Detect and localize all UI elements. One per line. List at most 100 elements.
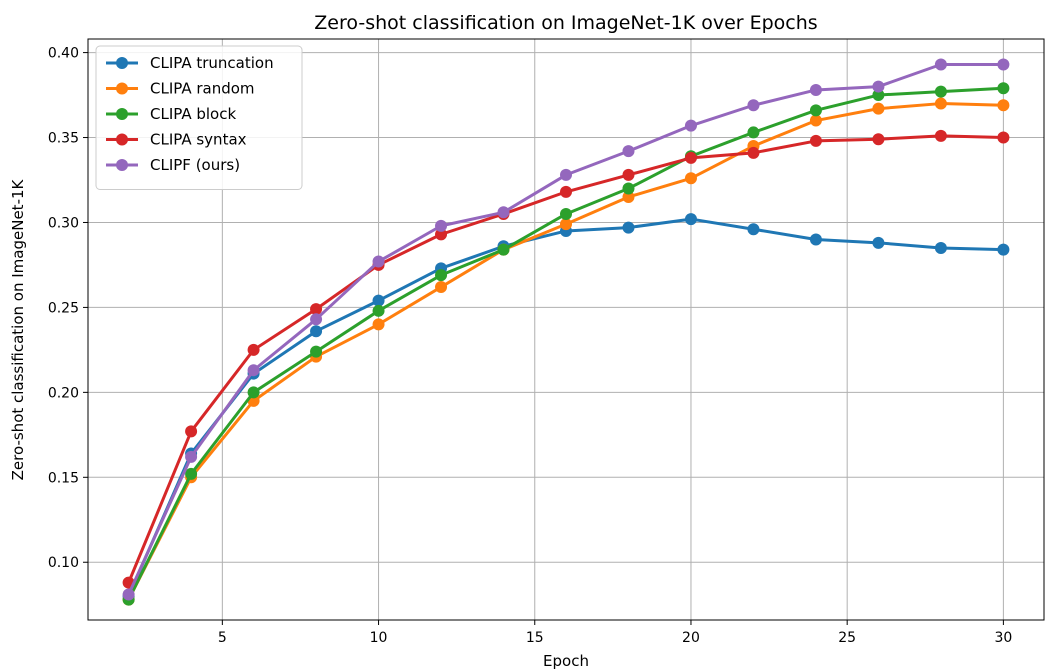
data-point (622, 145, 635, 158)
series-lines (122, 58, 1010, 606)
y-tick-label: 0.10 (48, 555, 79, 571)
y-tick-label: 0.15 (48, 470, 79, 486)
legend-swatch-marker (116, 108, 128, 120)
data-point (997, 99, 1010, 112)
legend-item: CLIPA random (106, 80, 255, 98)
legend: CLIPA truncation CLIPA random CLIPA block C… (95, 45, 303, 190)
legend-label: CLIPA random (150, 80, 255, 98)
data-point (934, 97, 947, 110)
data-point (872, 102, 885, 115)
x-tick-label: 30 (994, 630, 1012, 646)
data-point (684, 213, 697, 226)
x-tick-label: 25 (838, 630, 856, 646)
y-tick-label: 0.40 (48, 46, 79, 62)
x-tick-label: 15 (526, 630, 544, 646)
data-point (560, 168, 572, 181)
data-point (622, 182, 635, 195)
data-point (560, 207, 572, 220)
data-point (997, 243, 1010, 256)
series-0 (122, 213, 1010, 603)
legend-label: CLIPA syntax (150, 131, 247, 149)
data-point (747, 146, 760, 159)
data-point (372, 255, 385, 268)
data-point (997, 82, 1010, 95)
x-tick-label: 5 (218, 630, 227, 646)
data-point (497, 206, 510, 219)
data-point (809, 104, 822, 117)
legend-item: CLIPF (ours) (106, 156, 240, 174)
data-point (310, 325, 323, 338)
axis-ticks: 5 10 15 20 25 30 0.10 0.15 0.20 0.25 0.30 0.35 0.40 (48, 46, 1012, 646)
data-point (247, 386, 260, 399)
legend-swatch-marker (116, 82, 128, 95)
y-axis-label: Zero-shot classification on ImageNet-1K (9, 178, 27, 480)
legend-item: CLIPA truncation (106, 54, 274, 72)
x-tick-label: 20 (682, 630, 700, 646)
legend-swatch-marker (116, 57, 128, 69)
x-axis-label: Epoch (543, 652, 589, 670)
data-point (622, 190, 635, 203)
series-3 (122, 129, 1010, 589)
data-point (809, 134, 822, 147)
data-point (372, 318, 385, 331)
legend-item: CLIPA syntax (106, 131, 247, 149)
data-point (809, 114, 822, 127)
legend-box (95, 45, 303, 190)
y-tick-label: 0.30 (48, 215, 79, 231)
data-point (747, 99, 760, 112)
y-tick-label: 0.20 (48, 385, 79, 401)
legend-swatch-marker (116, 133, 128, 146)
data-point (560, 185, 572, 198)
series-line (127, 134, 1005, 585)
legend-label: CLIPF (ours) (150, 156, 240, 174)
data-point (247, 343, 260, 356)
data-point (372, 304, 385, 317)
data-point (684, 151, 697, 164)
data-point (934, 85, 947, 98)
data-point (747, 223, 760, 236)
data-point (684, 172, 697, 185)
data-point (809, 83, 822, 96)
data-point (435, 228, 448, 241)
data-point (997, 131, 1010, 144)
data-point (684, 119, 697, 132)
data-point (310, 303, 323, 316)
data-point (497, 243, 510, 256)
legend-label: CLIPA truncation (150, 54, 274, 72)
data-point (872, 133, 885, 146)
legend-item: CLIPA block (106, 105, 236, 123)
data-point (185, 467, 198, 480)
data-point (310, 345, 323, 358)
legend-label: CLIPA block (150, 105, 236, 123)
data-point (435, 269, 448, 282)
data-point (435, 281, 448, 294)
series-line (127, 217, 1005, 598)
data-point (997, 58, 1010, 71)
data-point (185, 450, 198, 463)
y-tick-label: 0.35 (48, 131, 79, 147)
data-point (872, 236, 885, 249)
legend-swatch-marker (116, 159, 128, 171)
y-tick-label: 0.25 (48, 300, 79, 316)
chart-title: Zero-shot classification on ImageNet-1K … (314, 12, 817, 34)
data-point (934, 129, 947, 142)
data-point (809, 233, 822, 246)
data-point (934, 241, 947, 254)
data-point (560, 218, 572, 231)
data-point (747, 126, 760, 139)
x-tick-label: 10 (370, 630, 388, 646)
data-point (247, 364, 260, 377)
data-point (310, 313, 323, 326)
series-4 (122, 58, 1010, 601)
plot-area-frame (87, 38, 1045, 621)
data-point (622, 221, 635, 234)
data-point (872, 89, 885, 102)
data-point (622, 168, 635, 181)
series-2 (122, 82, 1010, 606)
data-point (934, 58, 947, 71)
data-point (185, 425, 198, 438)
data-point (435, 219, 448, 232)
data-point (872, 80, 885, 93)
data-point (372, 294, 385, 307)
